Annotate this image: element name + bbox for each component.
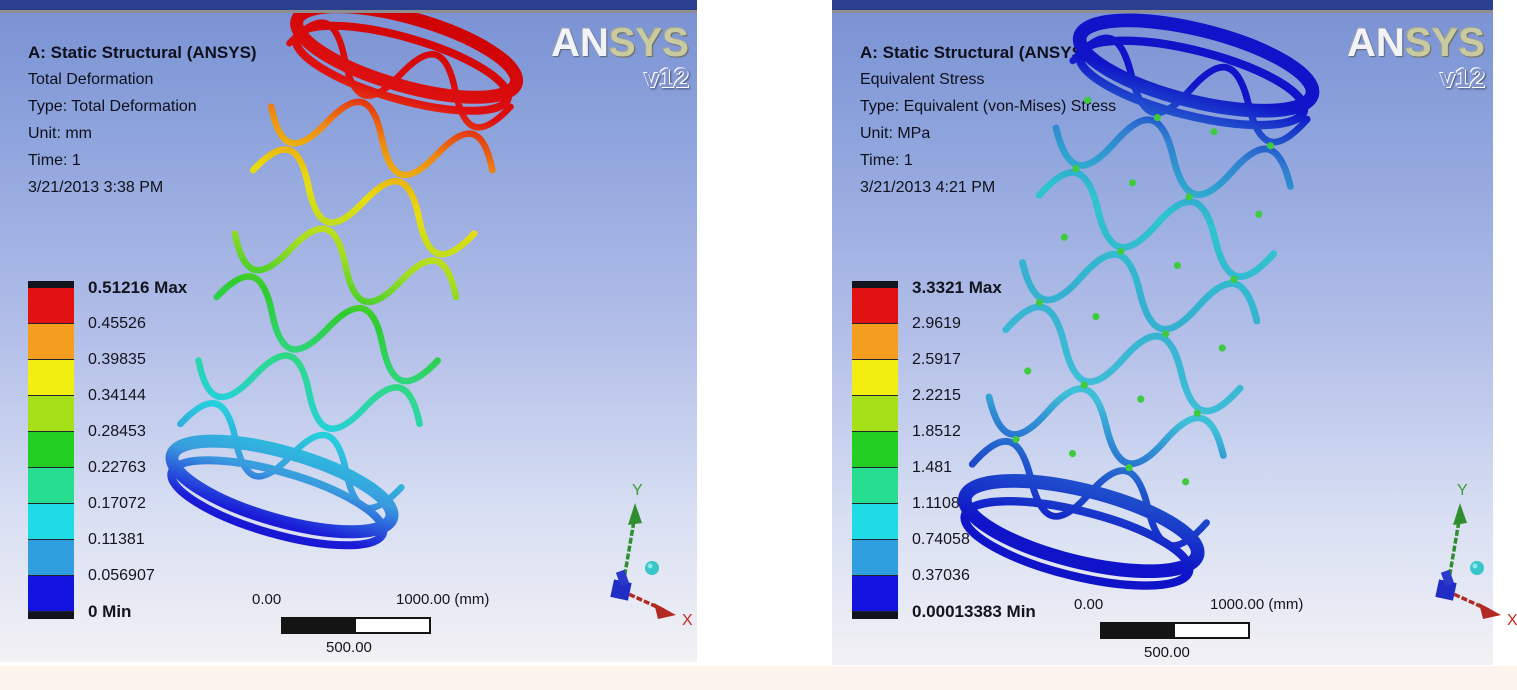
legend-min-value: 0.00013383 Min xyxy=(912,602,1036,621)
y-axis-label: Y xyxy=(632,482,643,499)
stress-panel: A: Static Structural (ANSYS) Equivalent … xyxy=(832,0,1517,665)
legend-max-value: 3.3321 Max xyxy=(912,278,1002,297)
ruler-end-label: 1000.00 (mm) xyxy=(396,591,490,608)
deformation-color-scale xyxy=(28,281,74,619)
legend-band xyxy=(28,288,74,324)
origin-sphere xyxy=(1470,561,1484,575)
ruler-mid-label: 500.00 xyxy=(326,639,372,656)
legend-band xyxy=(852,540,898,576)
coordinate-triad: Y X xyxy=(1435,482,1517,629)
ruler-bar xyxy=(1100,622,1250,639)
result-unit: Unit: mm xyxy=(28,125,92,142)
result-unit: Unit: MPa xyxy=(860,125,931,142)
result-time: Time: 1 xyxy=(860,152,913,169)
origin-sphere xyxy=(645,561,659,575)
window-top-strip xyxy=(832,0,1493,10)
legend-value: 0.056907 xyxy=(88,567,155,584)
legend-value: 0.17072 xyxy=(88,495,146,512)
ansys-logo-version: v12 xyxy=(643,63,689,93)
legend-value: 0.39835 xyxy=(88,351,146,368)
result-name: Equivalent Stress xyxy=(860,71,985,88)
y-axis-arrow xyxy=(628,503,642,525)
x-axis-arrow xyxy=(654,603,676,619)
ansys-logo: ANSYS v12 xyxy=(551,23,689,92)
ansys-logo-version: v12 xyxy=(1439,63,1485,93)
legend-value: 1.8512 xyxy=(912,423,961,440)
stress-color-scale xyxy=(852,281,898,619)
legend-value: 0.34144 xyxy=(88,387,146,404)
legend-value: 0.74058 xyxy=(912,531,970,548)
ruler-bar xyxy=(281,617,431,634)
legend-band xyxy=(28,468,74,504)
stress-viewport: A: Static Structural (ANSYS) Equivalent … xyxy=(832,10,1517,665)
ruler-mid-label: 500.00 xyxy=(1144,644,1190,661)
y-axis-label: Y xyxy=(1457,482,1468,499)
legend-value: 0.45526 xyxy=(88,315,146,332)
legend-value: 1.481 xyxy=(912,459,953,476)
ansys-logo-an: AN xyxy=(551,21,609,65)
ansys-logo-an: AN xyxy=(1347,21,1405,65)
deformation-panel: A: Static Structural (ANSYS) Total Defor… xyxy=(0,0,697,662)
result-time: Time: 1 xyxy=(28,152,81,169)
legend-band xyxy=(28,576,74,612)
result-timestamp: 3/21/2013 4:21 PM xyxy=(860,179,996,196)
deformation-viewport: A: Static Structural (ANSYS) Total Defor… xyxy=(0,10,697,662)
coordinate-triad: Y X xyxy=(610,482,693,629)
legend-band xyxy=(28,540,74,576)
legend-band xyxy=(28,324,74,360)
legend-value: 2.5917 xyxy=(912,351,961,368)
legend-value: 2.9619 xyxy=(912,315,961,332)
legend-value: 1.1108 xyxy=(912,495,960,512)
legend-band xyxy=(852,396,898,432)
legend-band xyxy=(852,360,898,396)
legend-max-value: 0.51216 Max xyxy=(88,278,188,297)
y-axis-arrow xyxy=(1453,503,1467,525)
legend-value: 0.22763 xyxy=(88,459,146,476)
legend-band xyxy=(28,360,74,396)
z-axis-cube xyxy=(610,579,632,601)
legend-value: 0.37036 xyxy=(912,567,970,584)
window-top-strip xyxy=(0,0,697,10)
ruler-start-label: 0.00 xyxy=(252,591,282,608)
ruler-end-label: 1000.00 (mm) xyxy=(1210,596,1304,613)
legend-value: 0.11381 xyxy=(88,531,145,548)
legend-band xyxy=(852,324,898,360)
result-type: Type: Total Deformation xyxy=(28,98,197,115)
result-name: Total Deformation xyxy=(28,71,154,88)
result-info-block: A: Static Structural (ANSYS) Equivalent … xyxy=(860,39,1116,201)
legend-band xyxy=(28,396,74,432)
legend-band xyxy=(852,468,898,504)
deformation-legend-values: 0.51216 Max 0.45526 0.39835 0.34144 0.28… xyxy=(88,279,187,621)
ansys-logo: ANSYS v12 xyxy=(1347,23,1485,92)
analysis-title: A: Static Structural (ANSYS) xyxy=(860,43,1089,62)
legend-band xyxy=(852,576,898,612)
legend-value: 0.28453 xyxy=(88,423,146,440)
ruler-start-label: 0.00 xyxy=(1074,596,1104,613)
legend-band xyxy=(28,432,74,468)
analysis-title: A: Static Structural (ANSYS) xyxy=(28,43,257,62)
legend-band xyxy=(852,504,898,540)
result-type: Type: Equivalent (von-Mises) Stress xyxy=(860,98,1117,115)
legend-band xyxy=(28,504,74,540)
x-axis-label: X xyxy=(1507,612,1517,629)
ansys-logo-sys: SYS xyxy=(1404,21,1485,65)
ansys-logo-sys: SYS xyxy=(608,21,689,65)
z-axis-cube xyxy=(1435,579,1457,601)
x-axis-arrow xyxy=(1479,603,1501,619)
result-timestamp: 3/21/2013 3:38 PM xyxy=(28,179,164,196)
legend-band xyxy=(852,432,898,468)
x-axis-label: X xyxy=(682,612,693,629)
legend-value: 2.2215 xyxy=(912,387,961,404)
legend-band xyxy=(852,288,898,324)
stress-legend-values: 3.3321 Max 2.9619 2.5917 2.2215 1.8512 1… xyxy=(912,279,1036,621)
result-info-block: A: Static Structural (ANSYS) Total Defor… xyxy=(28,39,257,201)
legend-min-value: 0 Min xyxy=(88,602,132,621)
page-bottom-strip xyxy=(0,666,1517,690)
